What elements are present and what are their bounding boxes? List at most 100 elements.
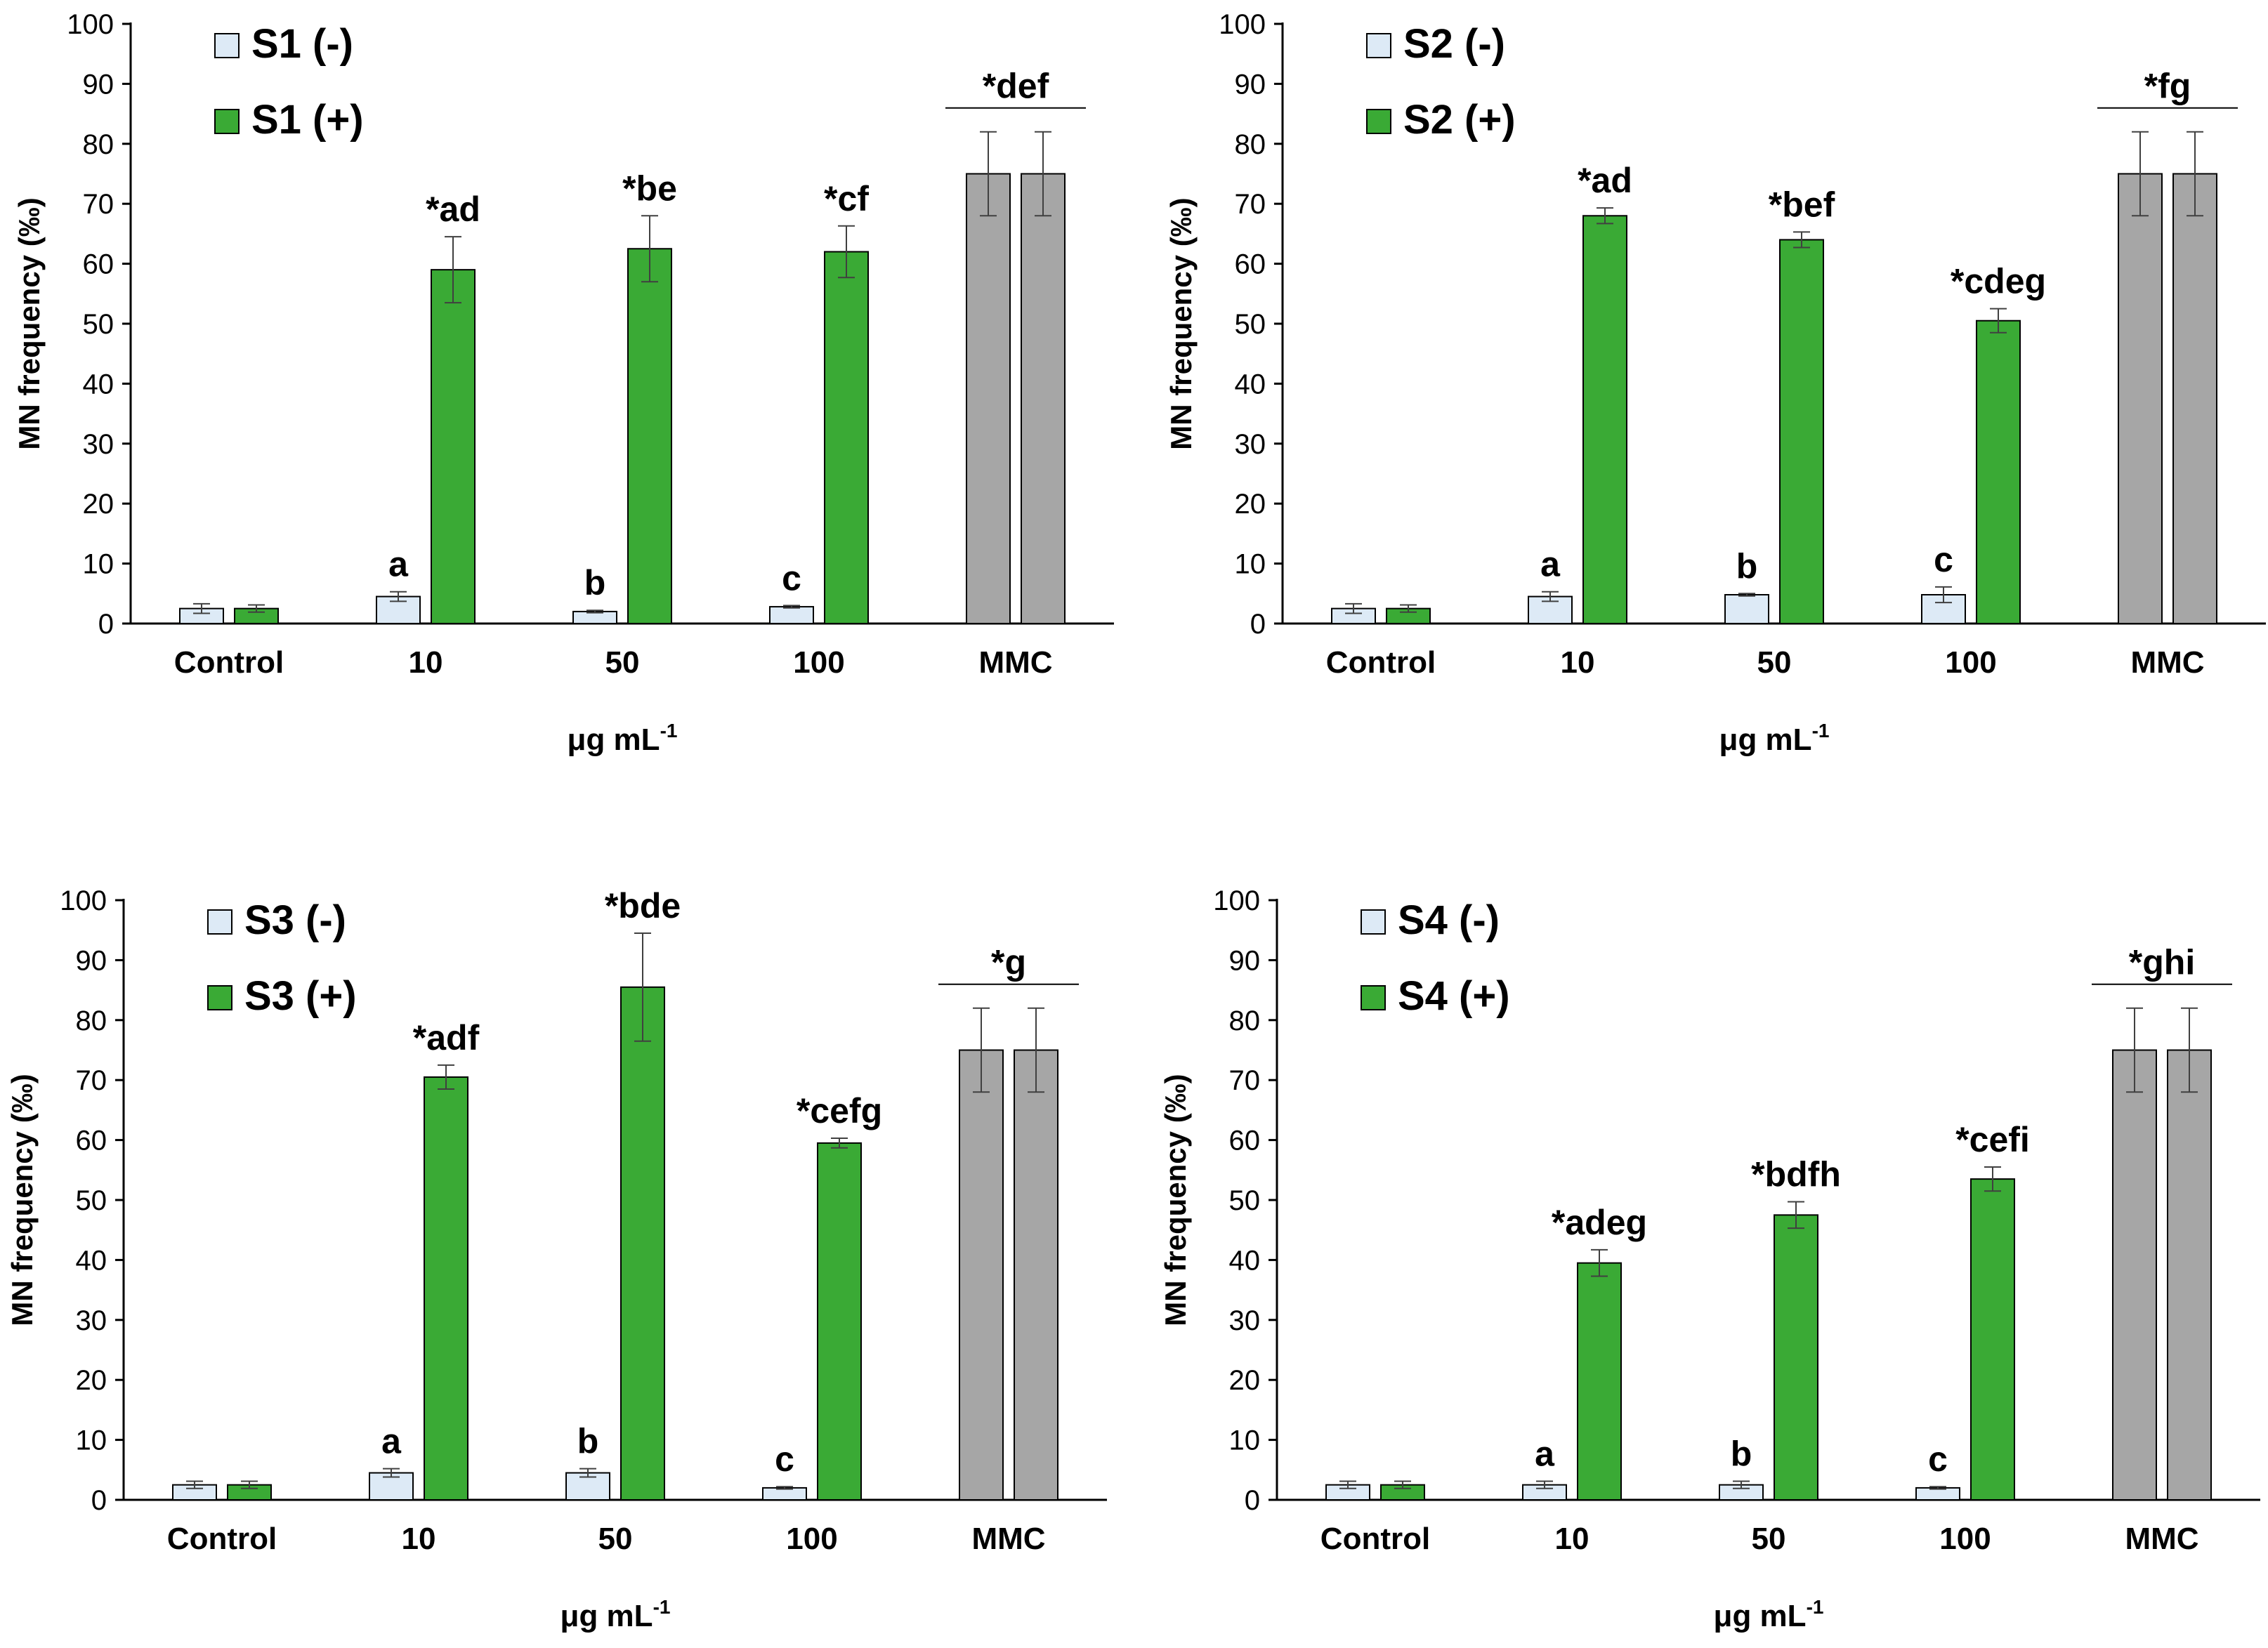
- y-tick-label: 60: [83, 249, 114, 280]
- significance-label: *adeg: [1552, 1203, 1647, 1242]
- bar-plus: [824, 251, 869, 624]
- y-tick-label: 60: [1229, 1126, 1261, 1156]
- y-tick-label: 70: [83, 189, 114, 220]
- y-tick-label: 80: [83, 129, 114, 160]
- y-tick-label: 10: [76, 1425, 107, 1456]
- significance-label: *be: [622, 169, 677, 208]
- bar-minus: [966, 173, 1011, 624]
- x-category-label: Control: [167, 1522, 277, 1556]
- bar-plus: [2172, 173, 2217, 624]
- significance-label: a: [388, 545, 409, 584]
- x-category-label: Control: [174, 645, 284, 680]
- significance-label: c: [782, 558, 801, 598]
- legend-swatch: [207, 985, 232, 1010]
- x-category-label: 10: [402, 1522, 436, 1556]
- y-tick-label: 90: [1229, 945, 1261, 976]
- bar-plus: [1014, 1049, 1058, 1501]
- bar-plus: [424, 1076, 468, 1501]
- x-axis-title: μg mL-1: [1714, 1596, 1824, 1633]
- y-tick-label: 80: [1229, 1006, 1261, 1036]
- y-tick-label: 90: [83, 69, 114, 100]
- y-tick-label: 30: [76, 1305, 107, 1336]
- legend-label: S3 (-): [244, 897, 346, 943]
- bar-plus: [1577, 1262, 1622, 1501]
- y-tick-label: 60: [76, 1126, 107, 1156]
- bar-plus: [627, 248, 672, 624]
- y-tick-label: 40: [1229, 1245, 1261, 1276]
- mmc-significance-label: *def: [983, 67, 1049, 106]
- y-tick-label: 90: [1235, 69, 1266, 100]
- significance-label: a: [381, 1422, 402, 1461]
- y-tick-label: 0: [1250, 609, 1266, 640]
- bar-minus: [2118, 173, 2163, 624]
- chart-s2: 0 10 20 30 40 50 60 70 80 90 100 MN frequency (‰) μg…: [1165, 9, 2266, 757]
- significance-label: a: [1540, 545, 1561, 584]
- x-axis-title-superscript: -1: [1807, 1596, 1824, 1618]
- significance-label: *bdfh: [1751, 1155, 1841, 1194]
- y-tick-label: 10: [1229, 1425, 1261, 1456]
- bar-minus: [2112, 1049, 2157, 1501]
- y-tick-label: 80: [1235, 129, 1266, 160]
- y-axis-title: MN frequency (‰): [6, 1074, 39, 1326]
- y-tick-label: 0: [98, 609, 114, 640]
- significance-label: b: [1731, 1435, 1752, 1474]
- y-tick-label: 100: [67, 9, 114, 40]
- legend-label: S1 (+): [251, 97, 364, 143]
- legend-label: S4 (+): [1398, 973, 1510, 1019]
- significance-label: *ad: [1578, 161, 1632, 200]
- y-tick-label: 70: [76, 1065, 107, 1096]
- x-category-label: MMC: [978, 645, 1052, 680]
- x-axis-title-superscript: -1: [653, 1596, 671, 1618]
- bar-plus: [1970, 1178, 2015, 1501]
- y-tick-label: 40: [76, 1245, 107, 1276]
- bar-plus: [620, 986, 665, 1501]
- significance-label: c: [775, 1439, 794, 1479]
- mmc-significance-label: *fg: [2144, 67, 2191, 106]
- y-tick-label: 100: [60, 885, 107, 916]
- x-category-label: MMC: [2130, 645, 2204, 680]
- y-tick-label: 30: [1229, 1305, 1261, 1336]
- y-tick-label: 40: [1235, 369, 1266, 400]
- significance-label: c: [1928, 1439, 1948, 1479]
- bar-plus: [431, 269, 476, 624]
- chart-s1: 0 10 20 30 40 50 60 70 80 90 100 MN frequency (‰) μg…: [13, 9, 1114, 757]
- legend-swatch: [1361, 985, 1386, 1010]
- mmc-significance-label: *g: [991, 943, 1026, 982]
- significance-label: *bde: [605, 886, 681, 925]
- x-axis-title: μg mL-1: [568, 720, 678, 757]
- chart-s3: 0 10 20 30 40 50 60 70 80 90 100 MN frequency (‰) μg…: [6, 885, 1107, 1633]
- y-tick-label: 20: [76, 1365, 107, 1396]
- bar-plus: [1779, 239, 1824, 624]
- x-category-label: 100: [1945, 645, 1996, 680]
- significance-label: *cdeg: [1951, 262, 2046, 301]
- x-axis-title: μg mL-1: [561, 1596, 671, 1633]
- bar-plus: [1976, 319, 2021, 624]
- legend-swatch: [1366, 109, 1391, 134]
- y-axis-title: MN frequency (‰): [1159, 1074, 1192, 1326]
- chart-s4: 0 10 20 30 40 50 60 70 80 90 100 MN frequency (‰) μg…: [1159, 885, 2260, 1633]
- legend-label: S2 (+): [1403, 97, 1516, 143]
- legend-swatch: [214, 109, 240, 134]
- y-tick-label: 40: [83, 369, 114, 400]
- x-category-label: 50: [1757, 645, 1792, 680]
- significance-label: *ad: [426, 190, 480, 229]
- y-tick-label: 100: [1213, 885, 1260, 916]
- x-category-label: 10: [1555, 1522, 1589, 1556]
- y-tick-label: 10: [1235, 549, 1266, 580]
- x-category-label: MMC: [971, 1522, 1045, 1556]
- y-tick-label: 30: [83, 429, 114, 460]
- legend-label: S2 (-): [1403, 21, 1505, 67]
- bar-plus: [1021, 173, 1066, 624]
- bar-minus: [959, 1049, 1004, 1501]
- x-category-label: 50: [1752, 1522, 1786, 1556]
- bar-minus: [1921, 594, 1966, 624]
- bar-plus: [1582, 215, 1627, 624]
- significance-label: b: [577, 1422, 599, 1461]
- significance-label: *cf: [824, 179, 869, 218]
- x-category-label: 10: [1561, 645, 1595, 680]
- legend-label: S4 (-): [1398, 897, 1500, 943]
- legend-label: S1 (-): [251, 21, 353, 67]
- x-axis-title-superscript: -1: [660, 720, 678, 741]
- x-category-label: MMC: [2125, 1522, 2198, 1556]
- legend-swatch: [214, 33, 240, 58]
